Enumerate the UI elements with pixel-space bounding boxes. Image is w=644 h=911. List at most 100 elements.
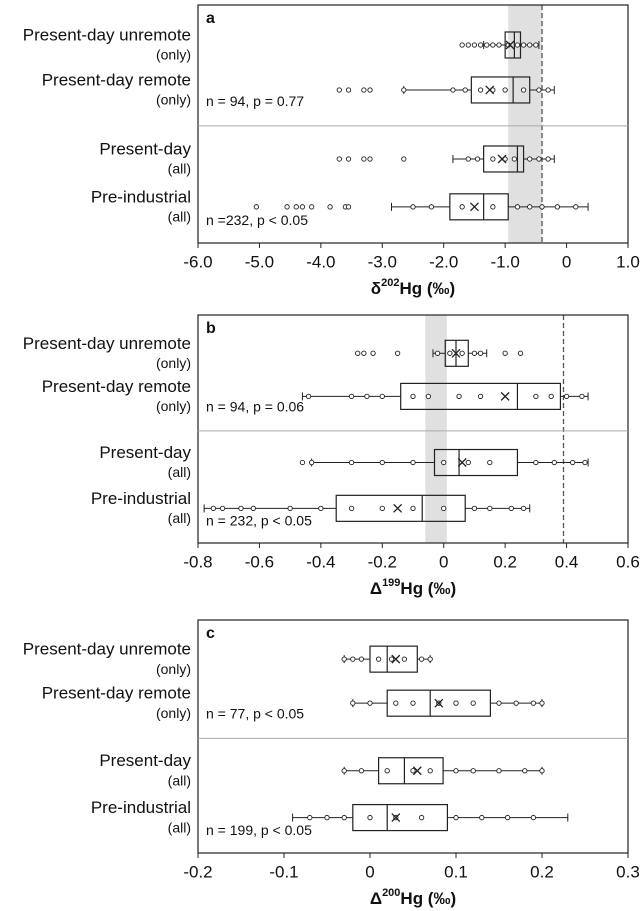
data-point xyxy=(418,656,425,662)
data-point xyxy=(441,459,447,466)
data-point xyxy=(517,350,524,356)
data-point xyxy=(350,700,356,706)
data-point xyxy=(348,393,355,400)
data-point xyxy=(513,700,519,706)
plot-frame xyxy=(197,314,629,544)
x-tick-label: 0.6 xyxy=(616,552,640,571)
data-point xyxy=(410,505,416,511)
data-point xyxy=(487,459,493,466)
mean-marker xyxy=(485,85,495,95)
category-label: Present-day xyxy=(99,443,191,462)
data-point xyxy=(367,87,373,93)
mean-marker xyxy=(469,202,479,212)
category-note: (all) xyxy=(168,819,191,835)
data-point xyxy=(401,656,408,662)
category-label: Pre-industrial xyxy=(91,798,191,817)
data-point xyxy=(293,204,299,210)
annotation: n = 232, p < 0.05 xyxy=(206,512,312,528)
data-point xyxy=(358,656,365,662)
annotation: n = 94, p = 0.77 xyxy=(206,93,304,109)
box xyxy=(400,382,562,410)
data-point xyxy=(453,814,459,821)
data-point xyxy=(318,505,324,511)
annotation: n =232, p < 0.05 xyxy=(206,212,308,228)
data-point xyxy=(434,350,441,356)
data-point xyxy=(375,656,382,662)
category-note: (only) xyxy=(156,47,191,63)
data-point xyxy=(545,156,551,162)
box xyxy=(504,31,522,59)
data-point xyxy=(459,42,465,48)
box xyxy=(470,76,531,104)
x-tick-label: -0.8 xyxy=(183,552,212,571)
data-point xyxy=(462,87,468,93)
data-point xyxy=(487,505,493,511)
x-tick-label: -5.0 xyxy=(245,252,274,271)
x-tick-label: -1.0 xyxy=(490,252,519,271)
mean-marker xyxy=(393,503,403,513)
data-point xyxy=(308,204,315,210)
data-point xyxy=(358,768,365,774)
category-note: (all) xyxy=(168,464,191,480)
x-tick-label: 0.3 xyxy=(616,862,640,881)
data-point xyxy=(530,814,537,821)
data-point xyxy=(530,700,537,706)
data-point xyxy=(384,768,390,774)
data-point xyxy=(490,204,496,210)
data-point xyxy=(361,350,367,356)
x-tick-label: -6.0 xyxy=(183,252,212,271)
x-tick-label: 0.2 xyxy=(493,552,517,571)
data-point xyxy=(533,459,539,466)
data-point xyxy=(536,87,542,93)
data-point xyxy=(477,393,484,400)
data-point xyxy=(477,87,484,93)
data-point xyxy=(511,156,518,162)
data-point xyxy=(370,350,376,356)
data-point xyxy=(441,505,447,511)
data-point xyxy=(355,350,361,356)
data-point xyxy=(484,42,490,48)
x-tick-label: 0.4 xyxy=(555,552,579,571)
x-axis-label: Δ199Hg (‰) xyxy=(370,577,456,599)
data-point xyxy=(410,204,416,210)
mean-marker xyxy=(391,813,401,823)
x-tick-label: -0.2 xyxy=(183,862,212,881)
data-point xyxy=(379,505,385,511)
x-label-suffix: Hg (‰) xyxy=(400,579,456,598)
x-tick-label: -3.0 xyxy=(368,252,397,271)
x-axis-label: Δ200Hg (‰) xyxy=(370,887,456,909)
data-point xyxy=(428,204,435,210)
data-point xyxy=(367,156,373,162)
data-point xyxy=(364,393,370,400)
x-label-prefix: δ xyxy=(371,279,381,298)
data-point xyxy=(474,156,481,162)
data-point xyxy=(554,204,561,210)
annotation: n = 94, p = 0.06 xyxy=(206,398,304,414)
mean-marker xyxy=(497,154,507,164)
x-tick-label: -0.2 xyxy=(368,552,397,571)
data-point xyxy=(490,42,496,48)
box xyxy=(444,339,469,367)
box xyxy=(433,448,519,477)
x-tick-label: 0 xyxy=(562,252,571,271)
data-point xyxy=(471,350,478,356)
category-label: Present-day remote xyxy=(42,684,191,703)
category-label: Present-day remote xyxy=(42,70,191,89)
data-point xyxy=(367,700,373,706)
data-point xyxy=(410,459,416,466)
data-point xyxy=(341,768,347,774)
category-label: Present-day xyxy=(99,139,191,158)
data-point xyxy=(465,42,471,48)
data-point xyxy=(470,700,476,706)
data-point xyxy=(477,42,484,48)
category-note: (only) xyxy=(156,705,191,721)
category-label: Present-day remote xyxy=(42,377,191,396)
x-label-suffix: Hg (‰) xyxy=(399,279,455,298)
data-point xyxy=(496,42,502,48)
data-point xyxy=(453,768,459,774)
data-point xyxy=(350,656,356,662)
mean-marker xyxy=(457,458,467,467)
data-point xyxy=(527,204,533,210)
data-point xyxy=(453,700,459,706)
data-point xyxy=(253,204,260,210)
